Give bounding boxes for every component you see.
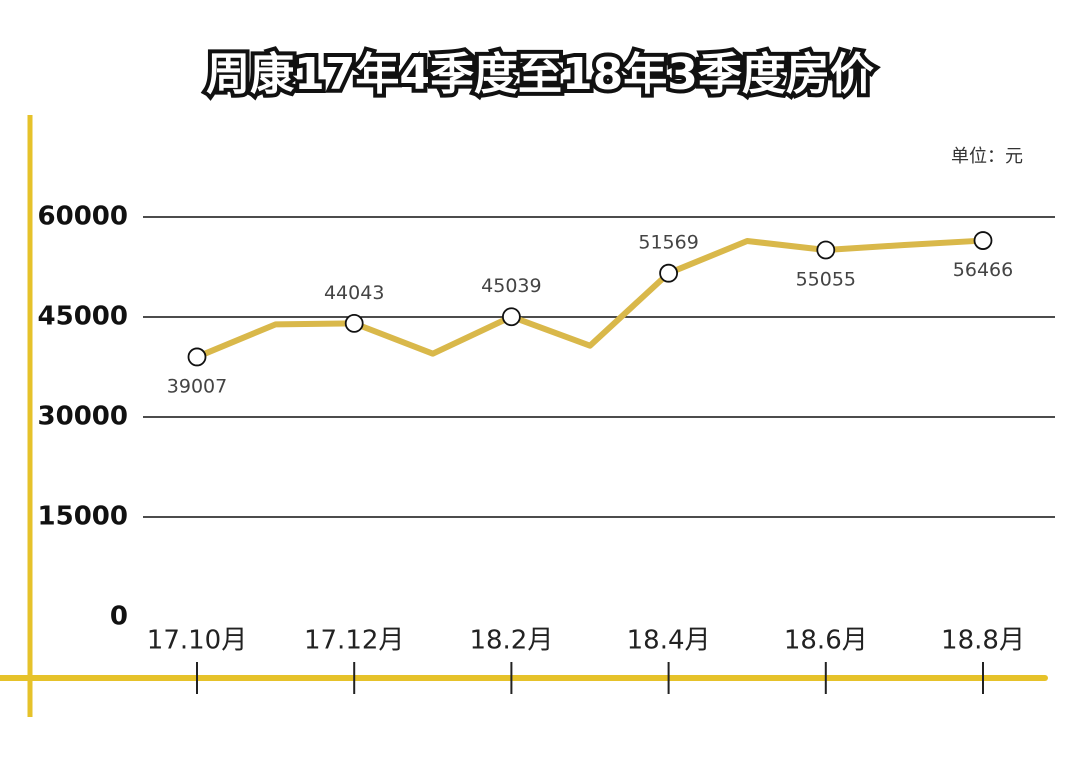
x-tick-label: 17.10月 [147,626,247,656]
data-label: 56466 [953,259,1013,281]
chart-title: 周康17年4季度至18年3季度房价 [206,49,874,100]
point-marker [973,231,993,250]
y-tick-label: 0 [110,602,128,632]
point-marker [501,307,521,327]
point-marker [187,347,207,367]
data-label: 55055 [796,268,856,290]
x-tick-label: 18.6月 [784,626,868,656]
data-label: 51569 [638,232,698,254]
x-tick-label: 17.12月 [304,626,404,656]
point-marker [344,313,364,333]
x-tick-label: 18.8月 [941,626,1025,656]
data-label: 45039 [481,275,541,297]
unit-label: 单位：元 [951,146,1023,167]
x-tick-label: 18.2月 [469,626,553,656]
data-label: 39007 [167,375,227,397]
y-tick-label: 15000 [38,502,128,532]
point-marker [659,263,678,283]
y-tick-label: 60000 [38,202,128,232]
series-line [195,237,984,360]
data-label: 44043 [324,282,384,304]
y-tick-label: 30000 [38,402,128,432]
x-tick-label: 18.4月 [627,626,711,656]
point-marker [816,240,836,260]
y-tick-label: 45000 [38,302,128,332]
